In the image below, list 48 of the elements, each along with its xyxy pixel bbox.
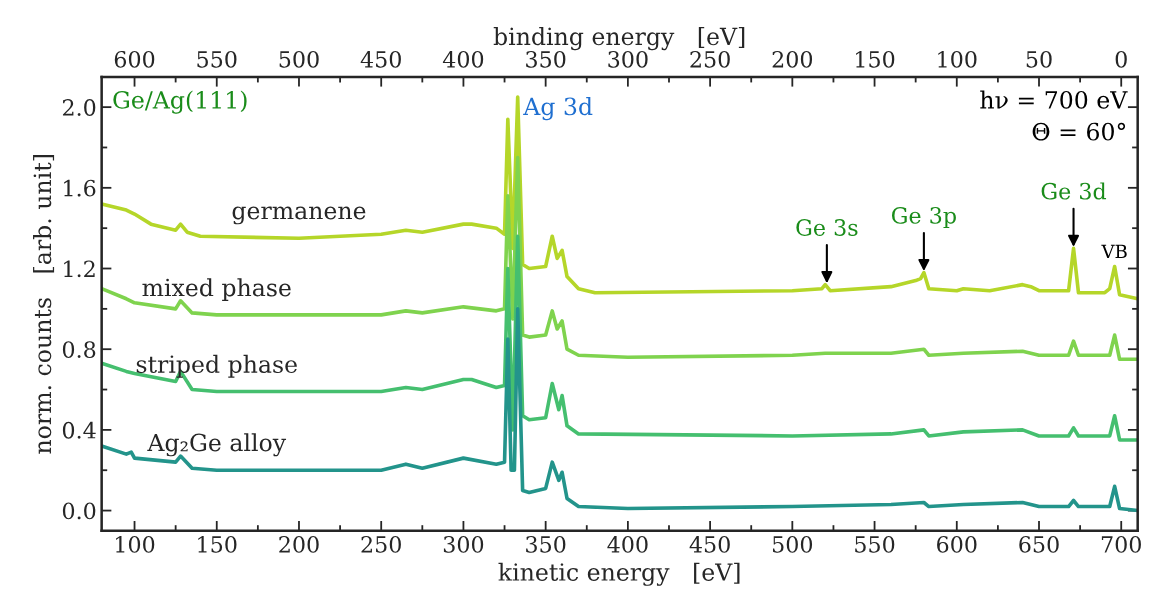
x-tick-label: 300: [443, 536, 484, 553]
x2-tick-label: 450: [360, 50, 401, 68]
x2-tick-label: 200: [772, 50, 813, 68]
x-axis-title: kinetic energy [eV]: [498, 562, 740, 586]
x-tick-label: 600: [937, 536, 977, 553]
x2-tick-label: 150: [856, 50, 895, 68]
series-label: mixed phase: [142, 278, 291, 302]
x2-tick-label: 250: [690, 50, 730, 68]
annotation: Ge 3d: [1041, 182, 1107, 200]
x-tick-label: 500: [773, 536, 813, 553]
x-tick-label: 650: [1019, 536, 1059, 553]
x2-tick-label: 300: [608, 50, 648, 68]
x2-tick-label: 350: [526, 50, 566, 68]
x-tick-label: 250: [361, 536, 401, 553]
x2-tick-label: 100: [938, 50, 977, 68]
x-tick-label: 400: [607, 536, 648, 553]
x-tick-label: 550: [855, 536, 895, 553]
x2-tick-label: 600: [114, 50, 155, 68]
series-label: striped phase: [136, 354, 297, 378]
x2-tick-label: 400: [442, 50, 484, 68]
x2-axis-title: binding energy [eV]: [493, 27, 745, 51]
y-tick-label: 0.0: [62, 502, 96, 520]
series-label: Ag₂Ge alloy: [147, 433, 287, 457]
annotation: Ag 3d: [523, 97, 593, 121]
line-series: [101, 307, 1138, 513]
x-tick-label: 450: [689, 536, 730, 553]
annotation: VB: [1101, 244, 1127, 258]
y-tick-label: 0.8: [62, 341, 96, 358]
annotation: hν = 700 eV: [980, 90, 1128, 109]
x-tick-label: 200: [279, 536, 319, 553]
x-tick-label: 700: [1101, 536, 1141, 553]
x-tick-label: 350: [526, 536, 566, 553]
y-tick-label: 0.4: [62, 421, 96, 439]
x2-tick-label: 550: [197, 50, 237, 68]
x2-tick-label: 50: [1026, 50, 1052, 68]
annotation: Ge/Ag(111): [113, 90, 247, 114]
x-tick-label: 150: [198, 536, 237, 553]
y-tick-label: 2.0: [62, 99, 96, 116]
x-tick-label: 100: [116, 536, 155, 553]
y-tick-label: 1.6: [64, 179, 96, 197]
x2-tick-label: 0: [1115, 50, 1127, 68]
y-tick-label: 1.2: [64, 260, 95, 278]
annotation: Θ = 60°: [1032, 122, 1126, 141]
series-label: germanene: [232, 206, 366, 225]
y-axis-title: norm. counts [arb. unit]: [33, 155, 55, 454]
annotation: Ge 3s: [796, 219, 858, 236]
x2-tick-label: 500: [279, 50, 319, 68]
annotation: Ge 3p: [891, 206, 956, 229]
